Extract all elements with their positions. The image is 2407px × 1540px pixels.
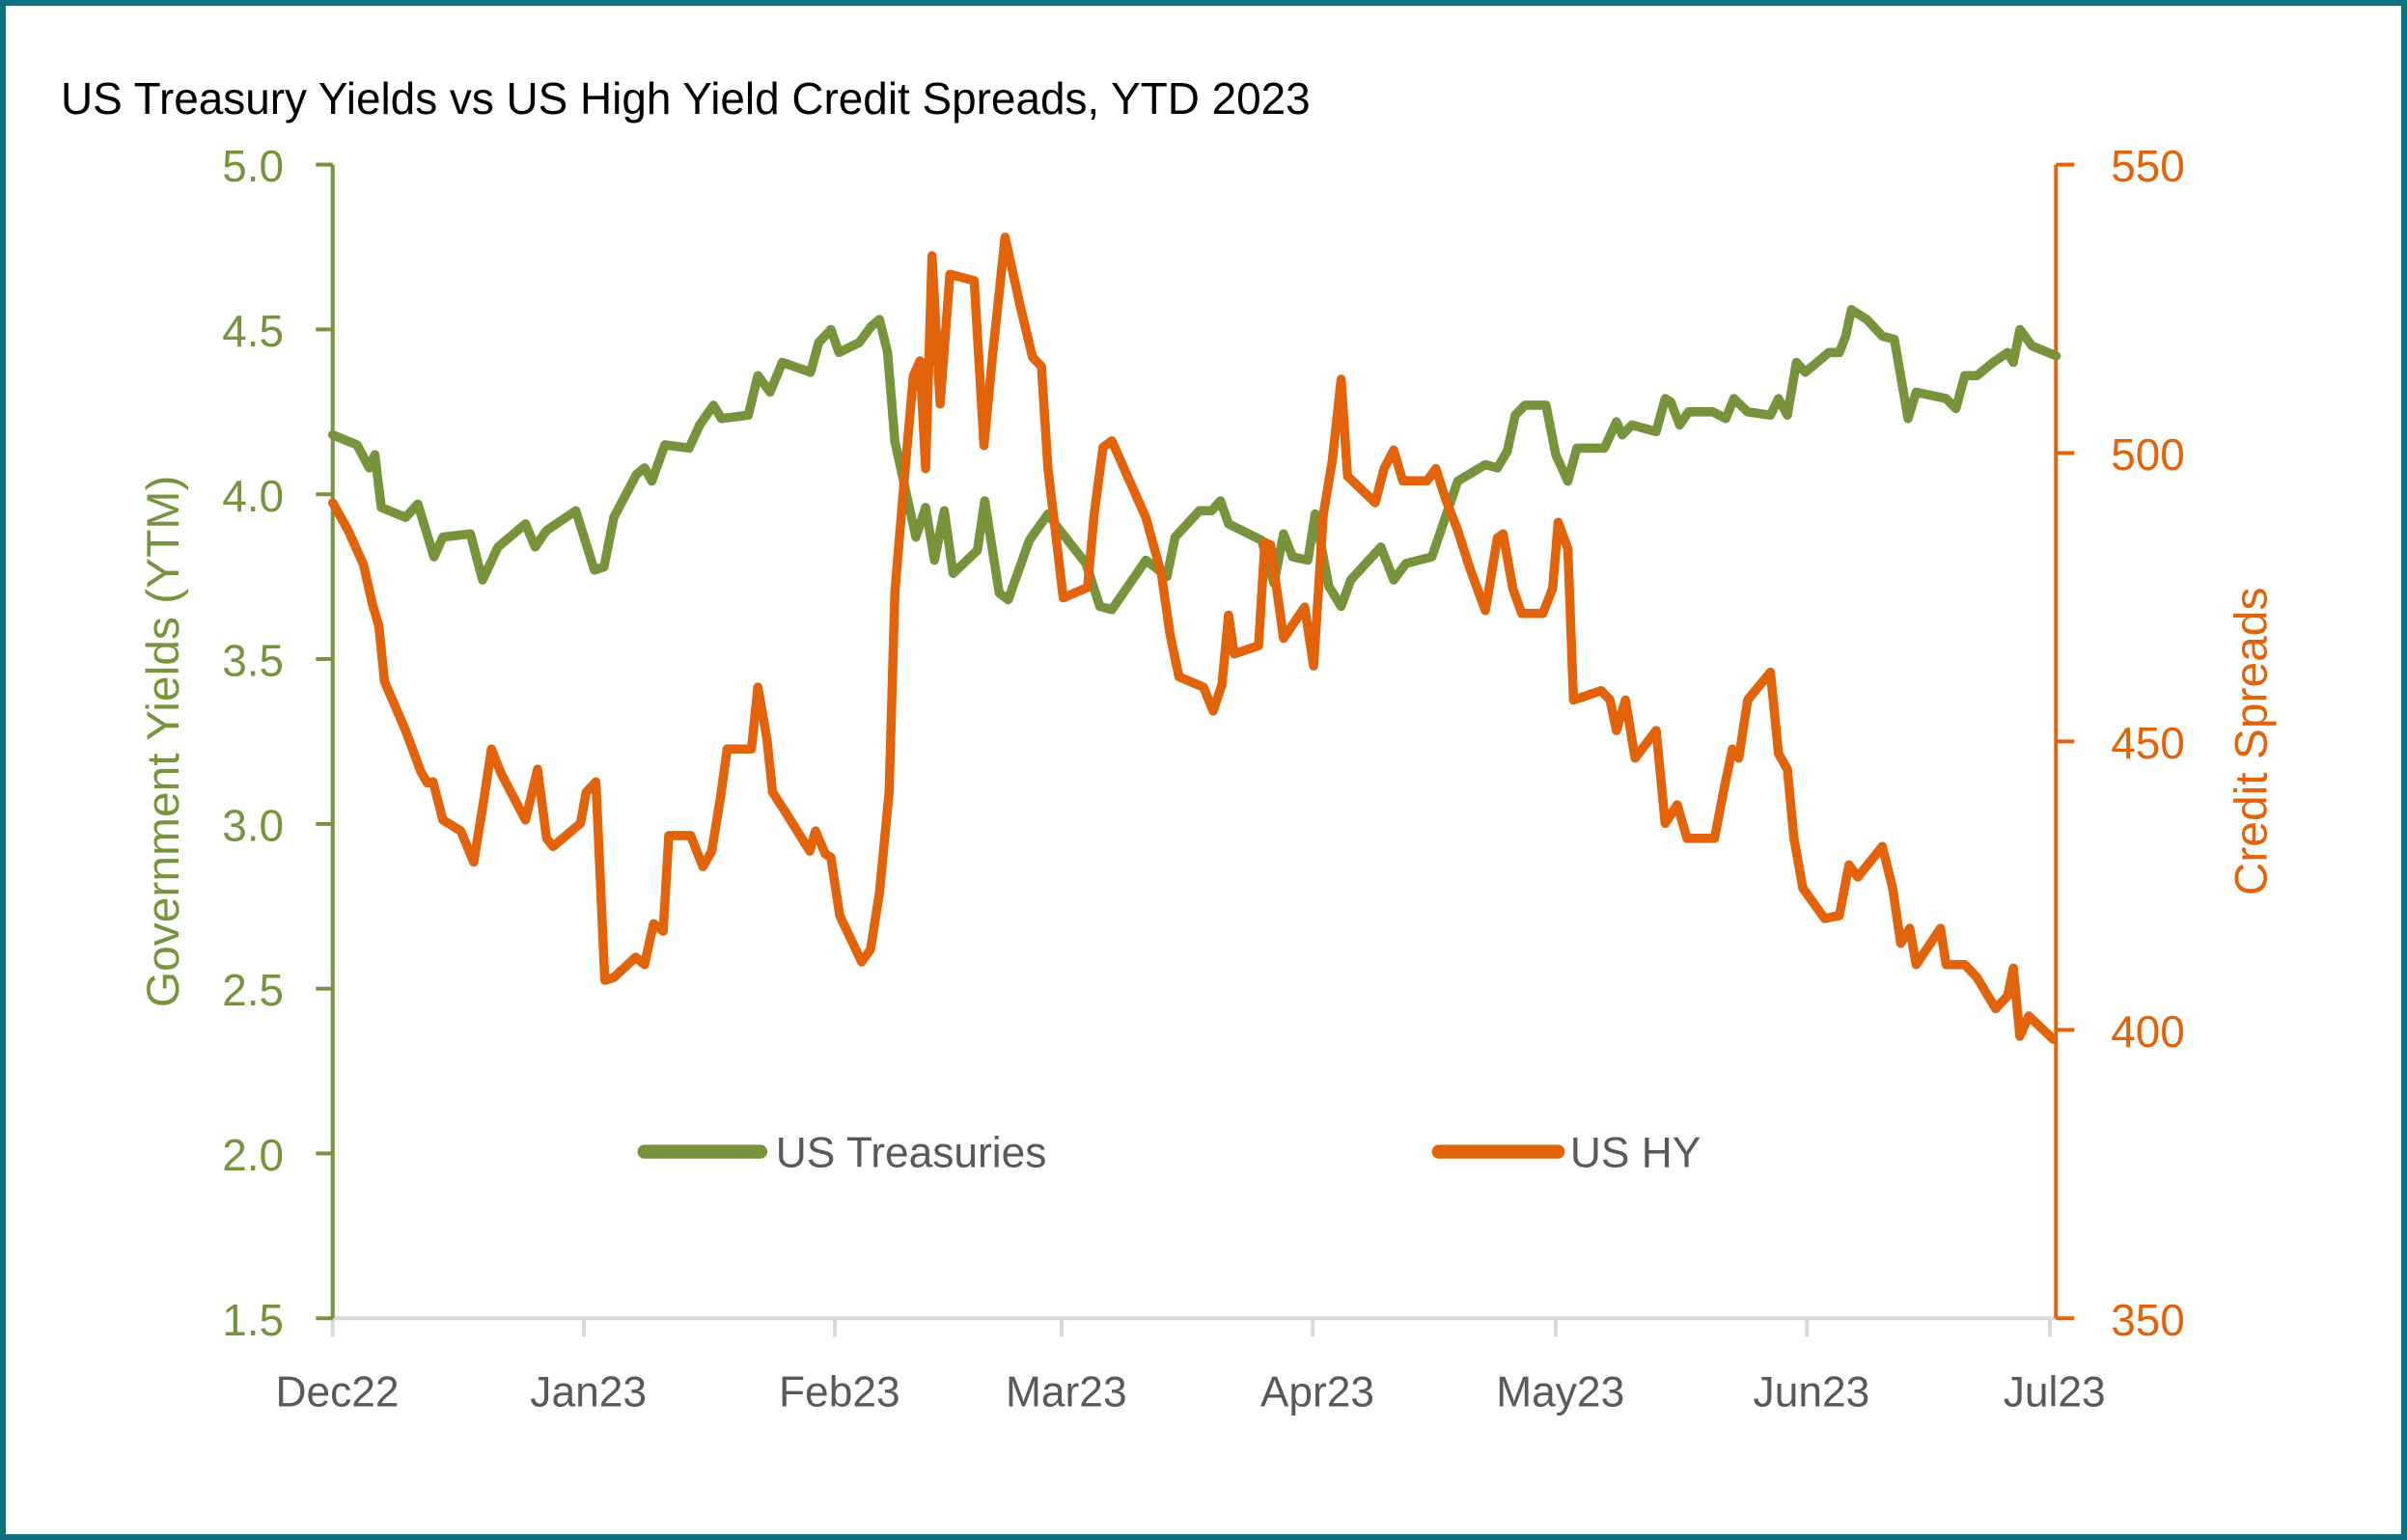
series-line-us-hy bbox=[327, 233, 2059, 1044]
x-tick-label: Mar23 bbox=[1006, 1368, 1127, 1416]
y-axis-right-ticks: 350 400 450 500 550 bbox=[2056, 141, 2185, 1345]
y-left-tick-label: 3.5 bbox=[222, 635, 284, 685]
x-tick-label: Apr23 bbox=[1260, 1368, 1374, 1416]
legend-label-us-hy: US HY bbox=[1570, 1129, 1701, 1176]
x-tick-label: Feb23 bbox=[779, 1368, 900, 1416]
y-left-tick-label: 4.0 bbox=[222, 471, 284, 521]
x-tick-label: Jun23 bbox=[1754, 1368, 1870, 1416]
legend: US Treasuries US HY bbox=[637, 1129, 1701, 1177]
y-left-tick-label: 3.0 bbox=[222, 800, 284, 850]
series-line-us-treasuries bbox=[327, 305, 2061, 615]
x-axis-ticks: Dec22 Jan23 Feb23 Mar23 Apr23 May23 Jun23 Jul23 bbox=[275, 1318, 2106, 1416]
legend-label-us-treasuries: US Treasuries bbox=[776, 1129, 1047, 1176]
x-tick-label: Dec22 bbox=[275, 1368, 399, 1416]
y-right-tick-label: 350 bbox=[2111, 1295, 2185, 1345]
y-left-tick-label: 2.0 bbox=[222, 1130, 284, 1180]
y-left-tick-label: 4.5 bbox=[222, 306, 284, 356]
dual-axis-line-chart: US Treasury Yields vs US High Yield Cred… bbox=[61, 73, 2278, 1416]
y-left-tick-label: 2.5 bbox=[222, 965, 284, 1015]
y-left-tick-label: 5.0 bbox=[222, 141, 284, 191]
y-axis-left-ticks: 1.5 2.0 2.5 3.0 3.5 4.0 4.5 5.0 bbox=[222, 141, 333, 1345]
series-lines bbox=[327, 233, 2061, 1044]
x-tick-label: May23 bbox=[1496, 1368, 1624, 1416]
y-axis-right-title: Credit Spreads bbox=[2227, 588, 2278, 896]
y-right-tick-label: 500 bbox=[2111, 429, 2185, 480]
y-axis-left-title: Government Yields (YTM) bbox=[138, 476, 189, 1007]
x-tick-label: Jul23 bbox=[2004, 1368, 2106, 1416]
y-right-tick-label: 550 bbox=[2111, 141, 2185, 191]
y-right-tick-label: 450 bbox=[2111, 718, 2185, 768]
y-right-tick-label: 400 bbox=[2111, 1006, 2185, 1057]
chart-title: US Treasury Yields vs US High Yield Cred… bbox=[61, 73, 1311, 124]
y-left-tick-label: 1.5 bbox=[222, 1295, 284, 1345]
x-tick-label: Jan23 bbox=[530, 1368, 647, 1416]
